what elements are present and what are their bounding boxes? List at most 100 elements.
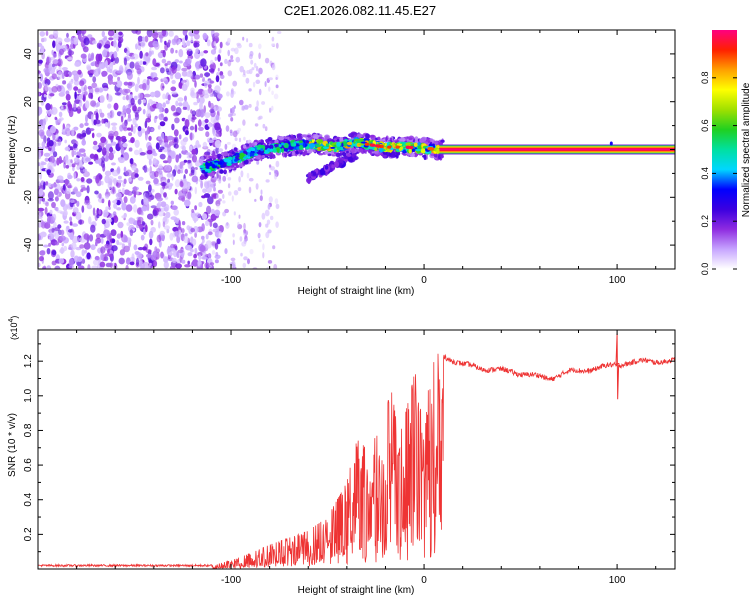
snr-scale-label: (x104) <box>8 316 19 340</box>
spectrogram-noise-blob <box>146 128 149 136</box>
spectrogram-noise-blob <box>80 85 84 93</box>
spectrogram-noise-blob <box>65 164 70 169</box>
spectrogram-noise-blob <box>84 249 88 254</box>
spectrogram-noise-blob <box>171 172 174 181</box>
spectrogram-noise-blob <box>95 53 101 62</box>
spectrogram-noise-blob <box>182 106 188 110</box>
spectrogram-noise-blob <box>104 60 108 69</box>
spectrogram-noise-blob <box>117 41 122 48</box>
spectrogram-noise-blob <box>194 248 198 253</box>
spectrogram-noise-blob <box>129 229 134 237</box>
spectrogram-signal-blob <box>357 133 362 139</box>
spectrogram-noise-blob <box>145 190 153 199</box>
spectrogram-noise-blob <box>273 93 279 100</box>
spectrogram-noise-blob <box>125 107 132 115</box>
spectrogram-signal-blob <box>199 175 205 181</box>
spectrogram-noise-blob <box>216 91 221 98</box>
spectrogram-noise-blob <box>162 102 166 108</box>
spectrogram-noise-blob <box>153 260 158 267</box>
spectrogram-noise-blob <box>75 191 82 198</box>
spectrogram-signal-blob <box>301 134 308 138</box>
spectrogram-noise-blob <box>68 258 74 267</box>
spectrogram-noise-blob <box>49 229 57 237</box>
spectrogram-signal-blob <box>337 159 344 163</box>
colorbar-tick-label: 0.2 <box>700 215 710 228</box>
spectrogram-noise-blob <box>191 110 197 117</box>
spectrogram-noise-blob <box>241 241 247 247</box>
spectrogram-noise-blob <box>205 233 209 240</box>
spectrogram-noise-blob <box>142 61 147 65</box>
spectrogram-noise-blob <box>215 34 219 40</box>
spectrogram-noise-blob <box>171 123 175 131</box>
spectrogram-noise-blob <box>53 188 59 196</box>
spectrogram-noise-blob <box>38 42 43 47</box>
spectrogram-noise-blob <box>105 222 110 228</box>
spectrogram-noise-blob <box>261 101 266 105</box>
spectrogram-noise-blob <box>118 157 125 164</box>
spectrogram-noise-blob <box>52 40 56 48</box>
spectrogram-signal-blob <box>347 141 352 146</box>
spectrogram-noise-blob <box>216 203 221 209</box>
spectrogram-noise-blob <box>96 66 101 72</box>
spectrogram-noise-blob <box>104 253 110 257</box>
spectrogram-noise-blob <box>153 76 159 81</box>
spectrogram-signal-blob <box>199 165 206 169</box>
spectrogram-noise-blob <box>185 58 192 67</box>
spectrogram-noise-blob <box>265 179 270 183</box>
spectrogram-noise-blob <box>151 66 158 71</box>
spectrogram-noise-blob <box>275 221 279 228</box>
spectrogram-noise-blob <box>190 36 194 43</box>
spectrogram-noise-blob <box>165 164 172 172</box>
spectrogram-noise-blob <box>204 262 210 269</box>
spectrogram-noise-blob <box>171 205 178 210</box>
spectrogram-noise-blob <box>118 136 124 142</box>
spectrogram-noise-blob <box>51 73 57 80</box>
spectrogram-noise-blob <box>268 86 271 92</box>
spectrogram-noise-blob <box>95 109 99 114</box>
spectrogram-noise-blob <box>207 253 212 259</box>
spectrogram-noise-blob <box>210 208 215 215</box>
spectrogram-noise-blob <box>212 222 218 229</box>
spectrogram-noise-blob <box>243 104 249 110</box>
spectrogram-noise-blob <box>174 188 178 195</box>
spectrogram-signal-blob <box>243 150 247 154</box>
spectrogram-noise-blob <box>68 184 73 189</box>
spectrogram-noise-blob <box>228 191 232 196</box>
spectrogram-noise-blob <box>69 221 73 226</box>
spectrogram-noise-blob <box>137 247 144 251</box>
spectrogram-noise-blob <box>112 81 118 85</box>
spectrogram-noise-blob <box>65 188 71 195</box>
snr-x-tick-label: -100 <box>221 575 241 586</box>
spectrogram-noise-blob <box>57 224 62 229</box>
spectrogram-peak-blob <box>375 144 380 148</box>
spectrogram-noise-blob <box>227 37 231 44</box>
spectrogram-noise-blob <box>139 223 143 231</box>
spectrogram-signal-blob <box>365 133 370 138</box>
spectrogram-noise-blob <box>38 256 44 262</box>
spectrogram-noise-blob <box>198 109 206 118</box>
spectrogram-noise-blob <box>182 30 188 36</box>
spectrogram-noise-blob <box>116 207 122 211</box>
spectrogram-noise-blob <box>179 60 183 64</box>
spectrogram-noise-blob <box>40 231 47 238</box>
spectrogram-noise-blob <box>120 146 125 155</box>
spectrogram-noise-blob <box>51 260 57 266</box>
spectrogram-noise-blob <box>157 125 161 130</box>
spectrogram-noise-blob <box>77 88 82 94</box>
spectrogram-noise-blob <box>207 196 214 205</box>
spectrogram-noise-blob <box>55 207 59 212</box>
spectrogram-noise-blob <box>187 191 192 200</box>
spectrogram-noise-blob <box>231 113 236 116</box>
spectrogram-noise-blob <box>130 137 135 144</box>
spectrogram-noise-blob <box>90 114 94 122</box>
spectrogram-y-tick-label: -20 <box>23 190 34 205</box>
spectrogram-noise-blob <box>98 209 101 215</box>
spectrogram-noise-blob <box>194 186 197 195</box>
spectrogram-noise-blob <box>98 193 102 199</box>
spectrogram-noise-blob <box>228 113 232 118</box>
spectrogram-signal-blob <box>334 160 340 168</box>
spectrogram-noise-blob <box>208 121 212 128</box>
snr-spike <box>615 333 620 400</box>
spectrogram-noise-blob <box>145 117 151 123</box>
spectrogram-noise-blob <box>88 161 94 165</box>
